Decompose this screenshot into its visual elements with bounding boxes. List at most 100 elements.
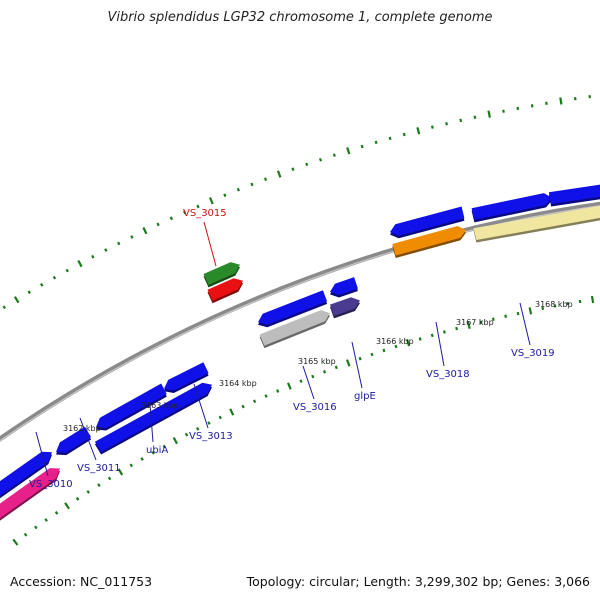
minor-tick	[162, 444, 166, 449]
label-leader-line	[351, 341, 363, 389]
major-tick	[117, 468, 124, 476]
minor-tick	[360, 144, 364, 149]
feature-arrow	[259, 310, 330, 346]
minor-tick	[241, 404, 245, 409]
minor-tick	[334, 365, 338, 370]
minor-tick	[430, 333, 434, 338]
minor-tick	[305, 162, 309, 167]
minor-tick	[382, 348, 386, 353]
kbp-labels: 3162 kbp 3163 kbp 3164 kbp 3165 kbp 3166 kbp…	[63, 300, 573, 433]
gene-label: VS_3010	[29, 479, 73, 490]
gene-label: VS_3011	[77, 463, 121, 474]
minor-tick	[541, 306, 545, 310]
gene-label: VS_3018	[426, 369, 470, 380]
minor-tick	[479, 320, 483, 324]
minor-tick	[207, 421, 211, 425]
feature-arrows	[0, 184, 600, 521]
major-tick	[345, 359, 351, 367]
feature-arrow	[390, 206, 465, 236]
feature-arrow	[548, 184, 600, 204]
major-tick	[528, 307, 533, 315]
feature-arrow	[203, 262, 240, 285]
minor-tick	[75, 497, 80, 501]
minor-tick	[184, 432, 189, 437]
major-tick	[416, 127, 421, 135]
major-tick	[590, 295, 595, 304]
map-title: Vibrio splendidus LGP32 chromosome 1, co…	[107, 10, 493, 25]
minor-tick	[394, 344, 398, 349]
feature-arrow	[164, 362, 209, 391]
feature-arrow	[473, 205, 600, 240]
major-tick	[405, 338, 411, 347]
major-tick	[13, 296, 20, 304]
minor-tick	[276, 389, 280, 393]
topology-summary: Topology: circular; Length: 3,299,302 bp…	[246, 574, 590, 589]
minor-tick	[402, 132, 406, 137]
minor-tick	[223, 193, 227, 198]
minor-tick	[129, 463, 133, 468]
minor-tick	[169, 216, 173, 221]
minor-tick	[117, 241, 121, 246]
minor-tick	[311, 374, 315, 379]
inner-tick-track	[12, 295, 595, 546]
minor-tick	[182, 210, 187, 215]
minor-tick	[545, 101, 548, 105]
major-tick	[559, 97, 563, 105]
major-tick	[172, 436, 178, 445]
kbp-label: 3168 kbp	[535, 300, 573, 309]
feature-arrow	[207, 278, 243, 301]
major-tick	[208, 197, 214, 205]
gene-labels: VS_3010 VS_3011 ubiA VS_3013 VS_3015 VS_3016 g…	[29, 208, 555, 490]
minor-tick	[578, 299, 582, 304]
label-leader-line	[302, 365, 315, 400]
label-leader-line	[79, 417, 97, 461]
label-leader-line	[203, 221, 217, 267]
minor-tick	[530, 104, 534, 108]
minor-tick	[91, 254, 95, 259]
kbp-label: 3166 kbp	[376, 337, 414, 346]
minor-tick	[430, 125, 434, 129]
minor-tick	[104, 248, 108, 252]
gene-label: VS_3019	[511, 348, 555, 359]
minor-tick	[130, 235, 134, 239]
minor-tick	[27, 290, 31, 295]
kbp-label: 3167 kbp	[456, 318, 494, 327]
minor-tick	[566, 301, 569, 306]
minor-tick	[455, 326, 459, 331]
minor-tick	[553, 304, 557, 308]
minor-tick	[388, 136, 392, 141]
chromosome-backbone	[0, 201, 600, 443]
feature-arrow	[330, 297, 360, 316]
minor-tick	[44, 518, 48, 522]
minor-tick	[34, 525, 38, 530]
minor-tick	[97, 483, 101, 487]
label-leader-line	[519, 302, 531, 346]
gene-label: VS_3013	[189, 431, 233, 442]
feature-arrow	[56, 426, 92, 453]
label-leader-line	[149, 403, 154, 443]
major-tick	[229, 408, 235, 416]
minor-tick	[196, 426, 200, 431]
feature-arrow	[258, 290, 328, 325]
minor-tick	[322, 370, 327, 374]
gene-label: VS_3015	[183, 208, 227, 219]
minor-tick	[86, 490, 90, 494]
major-tick	[142, 227, 148, 235]
feature-arrow	[471, 193, 552, 220]
major-tick	[12, 538, 19, 546]
minor-tick	[291, 167, 295, 171]
gene-label: glpE	[354, 391, 376, 402]
minor-tick	[318, 157, 323, 162]
minor-tick	[264, 394, 268, 398]
major-tick	[77, 259, 83, 268]
feature-arrow	[330, 277, 358, 295]
major-tick	[487, 110, 491, 118]
minor-tick	[156, 222, 160, 227]
feature-arrow	[94, 382, 212, 452]
minor-tick	[65, 268, 69, 273]
minor-tick	[2, 305, 6, 310]
minor-tick	[40, 283, 44, 287]
feature-arrow	[0, 468, 60, 519]
minor-tick	[107, 476, 112, 481]
